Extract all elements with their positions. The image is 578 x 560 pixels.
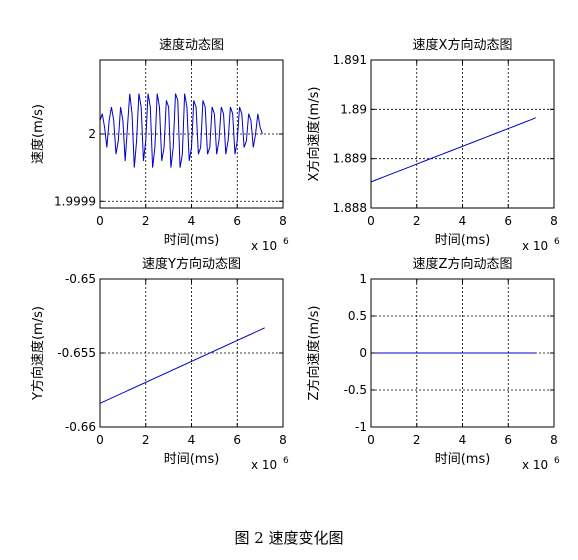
chart-title: 速度动态图 — [159, 37, 224, 53]
x-tick-label: 0 — [96, 214, 104, 228]
series-line — [99, 93, 263, 168]
x-tick-label: 0 — [96, 433, 104, 447]
x-tick-label: 2 — [142, 214, 150, 228]
chart-title: 速度Y方向动态图 — [142, 256, 241, 272]
figure-caption: 图 2 速度变化图 — [234, 529, 344, 547]
x-tick-label: 6 — [233, 214, 241, 228]
x-axis-label: 时间(ms) — [435, 452, 491, 467]
x-axis-label: 时间(ms) — [164, 452, 220, 467]
x-axis-label: 时间(ms) — [435, 233, 491, 248]
x-tick-label: 6 — [504, 214, 512, 228]
x-tick-label: 0 — [367, 433, 375, 447]
x-tick-label: 6 — [504, 433, 512, 447]
x-tick-label: 2 — [413, 433, 421, 447]
y-axis-label: X方向速度(m/s) — [306, 87, 322, 182]
x-tick-label: 0 — [367, 214, 375, 228]
x-tick-label: 4 — [459, 433, 467, 447]
x-tick-label: 8 — [550, 433, 558, 447]
x-tick-label: 4 — [188, 214, 196, 228]
x-axis-exponent: x 10 — [522, 458, 548, 472]
y-axis-label: Y方向速度(m/s) — [30, 306, 46, 401]
x-axis-exponent: x 10 — [251, 458, 277, 472]
y-axis-label: Z方向速度(m/s) — [306, 306, 322, 401]
x-axis-exponent-power: 6 — [554, 456, 560, 466]
y-tick-label: -0.65 — [65, 272, 96, 286]
x-tick-label: 2 — [413, 214, 421, 228]
series-line — [370, 117, 536, 183]
x-tick-label: 8 — [550, 214, 558, 228]
y-tick-label: 0 — [359, 346, 367, 360]
x-axis-exponent-power: 6 — [283, 456, 289, 466]
x-tick-label: 8 — [279, 433, 287, 447]
x-axis-exponent-power: 6 — [554, 237, 560, 247]
x-axis-label: 时间(ms) — [164, 233, 220, 248]
x-tick-label: 8 — [279, 214, 287, 228]
x-axis-exponent: x 10 — [251, 239, 277, 253]
x-tick-label: 2 — [142, 433, 150, 447]
y-tick-label: -0.66 — [65, 420, 96, 434]
y-tick-label: 1.888 — [333, 201, 367, 215]
y-tick-label: -0.5 — [344, 383, 367, 397]
x-axis-exponent: x 10 — [522, 239, 548, 253]
x-axis-exponent-power: 6 — [283, 237, 289, 247]
y-tick-label: -0.655 — [57, 346, 96, 360]
y-tick-label: 2 — [88, 127, 96, 141]
x-tick-label: 6 — [233, 433, 241, 447]
y-tick-label: 1.89 — [340, 102, 367, 116]
y-axis-label: 速度(m/s) — [30, 104, 46, 164]
y-tick-label: 1.889 — [333, 152, 367, 166]
y-tick-label: 1 — [359, 272, 367, 286]
x-tick-label: 4 — [188, 433, 196, 447]
chart-title: 速度X方向动态图 — [413, 37, 513, 53]
x-tick-label: 4 — [459, 214, 467, 228]
y-tick-label: 1.9999 — [54, 194, 96, 208]
y-tick-label: -1 — [355, 420, 367, 434]
y-tick-label: 0.5 — [348, 309, 367, 323]
chart-title: 速度Z方向动态图 — [413, 256, 513, 272]
series-line — [99, 327, 265, 404]
y-tick-label: 1.891 — [333, 53, 367, 67]
